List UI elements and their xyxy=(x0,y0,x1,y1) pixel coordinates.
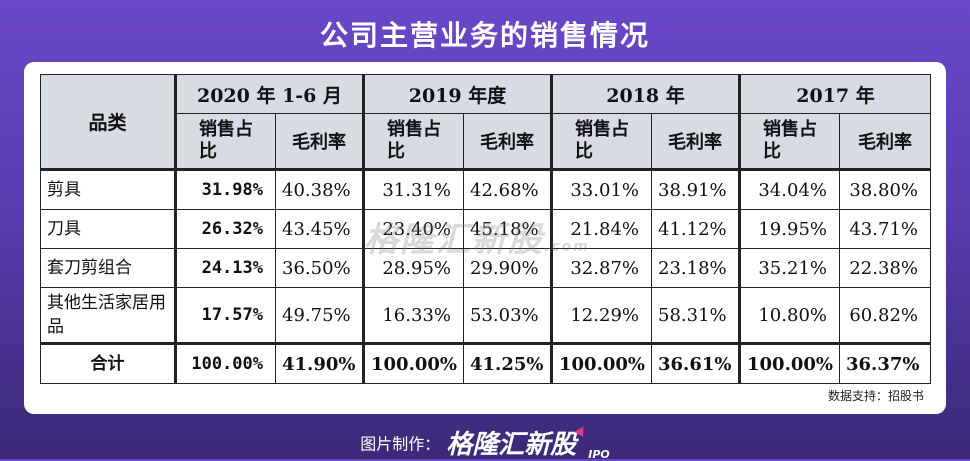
arrow-icon xyxy=(574,424,588,437)
cell: 31.31% xyxy=(362,168,464,210)
cell: 53.03% xyxy=(463,287,552,344)
watermark-logo: 格隆汇新股.com xyxy=(364,212,590,261)
share-header: 销售占比 xyxy=(550,113,652,170)
cell: 10.80% xyxy=(738,287,840,344)
cell: 33.01% xyxy=(550,168,652,210)
row-name: 剪具 xyxy=(40,168,176,210)
watermark-text: 格隆汇新股 xyxy=(364,220,544,260)
row-name: 其他生活家居用品 xyxy=(40,287,176,344)
cell: 100.00% xyxy=(174,342,276,384)
period-header: 2017 年 xyxy=(738,74,931,114)
cell: 36.37% xyxy=(839,342,931,384)
cell: 34.04% xyxy=(738,168,840,210)
cell: 22.38% xyxy=(839,248,931,288)
total-label: 合计 xyxy=(40,342,176,384)
cell: 49.75% xyxy=(275,287,364,344)
cell: 21.84% xyxy=(550,209,652,249)
row-name: 刀具 xyxy=(40,209,176,249)
margin-header: 毛利率 xyxy=(839,113,931,170)
cell: 24.13% xyxy=(174,248,276,288)
cell: 38.80% xyxy=(839,168,931,210)
cell: 36.61% xyxy=(651,342,740,384)
period-header: 2018 年 xyxy=(550,74,740,114)
cell: 16.33% xyxy=(362,287,464,344)
share-header: 销售占比 xyxy=(174,113,276,170)
cell: 41.25% xyxy=(463,342,552,384)
cell: 17.57% xyxy=(174,287,276,344)
table-row: 其他生活家居用品 17.57% 49.75% 16.33% 53.03% 12.… xyxy=(40,287,931,344)
page-title: 公司主营业务的销售情况 xyxy=(319,19,650,52)
cell: 58.31% xyxy=(651,287,740,344)
cell: 43.71% xyxy=(839,209,931,249)
cell: 26.32% xyxy=(174,209,276,249)
watermark-suffix: .com xyxy=(544,239,590,255)
cell: 43.45% xyxy=(275,209,364,249)
share-header: 销售占比 xyxy=(362,113,464,170)
cell: 100.00% xyxy=(738,342,840,384)
table-card: 品类 2020 年 1-6 月 2019 年度 2018 年 2017 年 销售… xyxy=(24,62,946,414)
cell: 12.29% xyxy=(550,287,652,344)
footer-logo: 格隆汇新股 xyxy=(446,430,577,460)
margin-header: 毛利率 xyxy=(275,113,364,170)
footer: 图片制作： 格隆汇新股 IPO xyxy=(0,424,970,461)
cell: 41.90% xyxy=(275,342,364,384)
cell: 100.00% xyxy=(550,342,652,384)
cell: 31.98% xyxy=(174,168,276,210)
share-header: 销售占比 xyxy=(738,113,840,170)
table-row: 套刀剪组合 24.13% 36.50% 28.95% 29.90% 32.87%… xyxy=(40,248,931,288)
cell: 42.68% xyxy=(463,168,552,210)
category-header: 品类 xyxy=(40,74,176,170)
total-row: 合计 100.00% 41.90% 100.00% 41.25% 100.00%… xyxy=(40,342,931,384)
cell: 36.50% xyxy=(275,248,364,288)
source-note: 数据支持：招股书 xyxy=(827,389,924,403)
period-header: 2019 年度 xyxy=(362,74,552,114)
sales-table: 品类 2020 年 1-6 月 2019 年度 2018 年 2017 年 销售… xyxy=(40,74,931,384)
cell: 100.00% xyxy=(362,342,464,384)
footer-ipo: IPO xyxy=(588,448,610,461)
cell: 35.21% xyxy=(738,248,840,288)
cell: 32.87% xyxy=(550,248,652,288)
table-row: 剪具 31.98% 40.38% 31.31% 42.68% 33.01% 38… xyxy=(40,168,931,210)
footer-label: 图片制作： xyxy=(360,434,441,454)
cell: 41.12% xyxy=(651,209,740,249)
margin-header: 毛利率 xyxy=(463,113,552,170)
row-name: 套刀剪组合 xyxy=(40,248,176,288)
cell: 40.38% xyxy=(275,168,364,210)
cell: 23.40% xyxy=(362,209,464,249)
cell: 60.82% xyxy=(839,287,931,344)
cell: 38.91% xyxy=(651,168,740,210)
cell: 19.95% xyxy=(738,209,840,249)
period-header: 2020 年 1-6 月 xyxy=(174,74,364,114)
cell: 23.18% xyxy=(651,248,740,288)
margin-header: 毛利率 xyxy=(651,113,740,170)
cell: 45.18% xyxy=(463,209,552,249)
